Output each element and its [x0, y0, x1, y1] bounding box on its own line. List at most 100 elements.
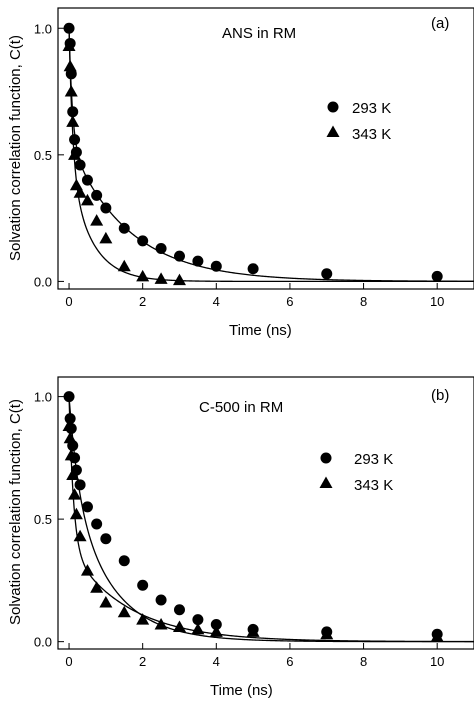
panel-a-point-343k [66, 115, 80, 127]
panel-a-plot-frame [57, 7, 474, 290]
panel-a-point-293k [63, 22, 75, 34]
panel-b-plot-frame [57, 376, 474, 650]
panel-a-point-293k [247, 263, 259, 275]
panel-b-y-tick-label: 0.5 [34, 512, 52, 527]
panel-a-y-tick-label: 1.0 [34, 21, 52, 36]
panel-a-point-293k [67, 106, 79, 118]
panel-a-x-tick-label: 0 [65, 294, 72, 309]
panel-a-point-343k [64, 85, 78, 97]
panel-b-point-293k [91, 518, 103, 530]
panel-a-x-tick-label: 10 [430, 294, 444, 309]
panel-b-point-293k [100, 533, 112, 545]
panel-b-x-tick-label: 2 [139, 654, 146, 669]
panel-b-point-343k [66, 468, 80, 481]
panel-b-point-293k [118, 555, 130, 567]
panel-b-point-343k [69, 507, 83, 520]
panel-b-point-343k [80, 564, 94, 576]
panel-b-point-293k [192, 614, 204, 626]
panel-b-y-axis-label: Solvation correlation function, C(t) [7, 399, 24, 625]
panel-a-point-293k [74, 159, 86, 171]
panel-b-fit-lines [68, 396, 474, 643]
panel-a-point-293k [91, 189, 103, 201]
panel-b-point-293k [210, 618, 222, 630]
panel-b-point-343k [172, 620, 186, 632]
panel-b-point-343k [117, 605, 131, 618]
panel-a-legend-marker-343k [326, 125, 340, 137]
panel-b-point-293k [137, 579, 149, 591]
panel-b-fit-line-343k [68, 396, 474, 643]
panel-b-legend: 293 K 343 K [319, 451, 393, 494]
panel-a-point-343k [90, 214, 104, 226]
panel-b-point-293k [74, 479, 86, 491]
panel-a-point-343k [99, 231, 113, 244]
panel-b-points [62, 391, 444, 642]
panel-a-x-tick-label: 8 [360, 294, 367, 309]
panel-b-point-343k [73, 529, 87, 542]
panel-a-annotation: ANS in RM [222, 25, 296, 42]
panel-a-point-343k [63, 59, 77, 72]
panel-b-point-343k [68, 488, 82, 500]
panel-a-point-343k [117, 259, 131, 272]
panel-b-point-293k [155, 594, 167, 606]
panel-b-x-tick-label: 6 [286, 654, 293, 669]
panel-a-point-293k [118, 222, 130, 234]
panel-b-fit-line-293k [68, 396, 474, 643]
panel-b-x-tick-label: 10 [430, 654, 444, 669]
panel-a-point-293k [81, 174, 93, 186]
panel-b-y-tick-label: 1.0 [34, 390, 52, 405]
panel-b-x-tick-label: 8 [360, 654, 367, 669]
panel-b-annotation: C-500 in RM [199, 399, 283, 416]
panel-a-point-343k [80, 193, 94, 206]
panel-a-y-tick-label: 0.0 [34, 274, 52, 289]
panel-b-legend-marker-343k [319, 476, 333, 488]
panel-b-point-343k [320, 627, 334, 640]
panel-b-point-293k [63, 391, 75, 403]
panel-b-point-343k [99, 595, 113, 608]
panel-a-x-ticks: 0 2 4 6 8 10 [65, 283, 444, 309]
panel-a: ANS in RM (a) 0.0 0.5 1.0 0 2 4 6 8 10 293 K 34… [7, 7, 474, 339]
panel-a-points [62, 22, 443, 286]
panel-b-point-343k [90, 581, 104, 593]
panel-b-point-293k [173, 604, 185, 616]
panel-b-point-343k [62, 419, 76, 432]
panel-b-legend-marker-293k [320, 452, 332, 464]
panel-a-fit-line-293k [68, 28, 474, 282]
panel-a-point-343k [172, 273, 186, 286]
panel-a-point-293k [192, 255, 204, 267]
panel-a-point-343k [62, 39, 76, 51]
panel-a-point-293k [321, 268, 333, 280]
panel-b-point-343k [246, 625, 260, 637]
panel-a-legend-marker-293k [327, 101, 339, 113]
panel-a-point-293k [173, 250, 185, 262]
panel-a-point-293k [210, 260, 222, 272]
panel-b-point-343k [63, 431, 77, 444]
panel-b-legend-label-343k: 343 K [354, 477, 393, 494]
panel-a-point-293k [69, 134, 81, 146]
panel-b-point-343k [154, 617, 168, 630]
panel-a-point-343k [68, 148, 82, 160]
panel-b-x-tick-label: 4 [213, 654, 220, 669]
panel-b-x-ticks: 0 2 4 6 8 10 [65, 643, 444, 669]
panel-a-point-343k [154, 272, 168, 284]
panel-b-x-tick-label: 0 [65, 654, 72, 669]
panel-b-point-343k [430, 630, 444, 642]
panel-b-point-293k [64, 413, 76, 425]
panel-a-point-293k [100, 202, 112, 214]
panel-a-fit-line-343k [68, 28, 474, 283]
panel-b-point-343k [209, 625, 223, 637]
panel-a-x-tick-label: 4 [213, 294, 220, 309]
panel-b-legend-label-293k: 293 K [354, 451, 393, 468]
panel-a-legend-label-343k: 343 K [352, 126, 391, 143]
panel-a-fit-lines [68, 28, 474, 283]
panel-b-x-axis-label: Time (ns) [210, 682, 273, 699]
panel-a-point-343k [136, 269, 150, 282]
panel-b-y-tick-label: 0.0 [34, 635, 52, 650]
panel-a-y-tick-label: 0.5 [34, 148, 52, 163]
panel-b-point-343k [191, 622, 205, 635]
panel-a-point-343k [73, 186, 87, 198]
panel-b-label: (b) [431, 387, 449, 404]
panel-b: C-500 in RM (b) 0.0 0.5 1.0 0 2 4 6 8 10 293 K … [7, 376, 474, 699]
panel-b-y-ticks: 0.0 0.5 1.0 [34, 390, 64, 650]
panel-a-x-tick-label: 2 [139, 294, 146, 309]
